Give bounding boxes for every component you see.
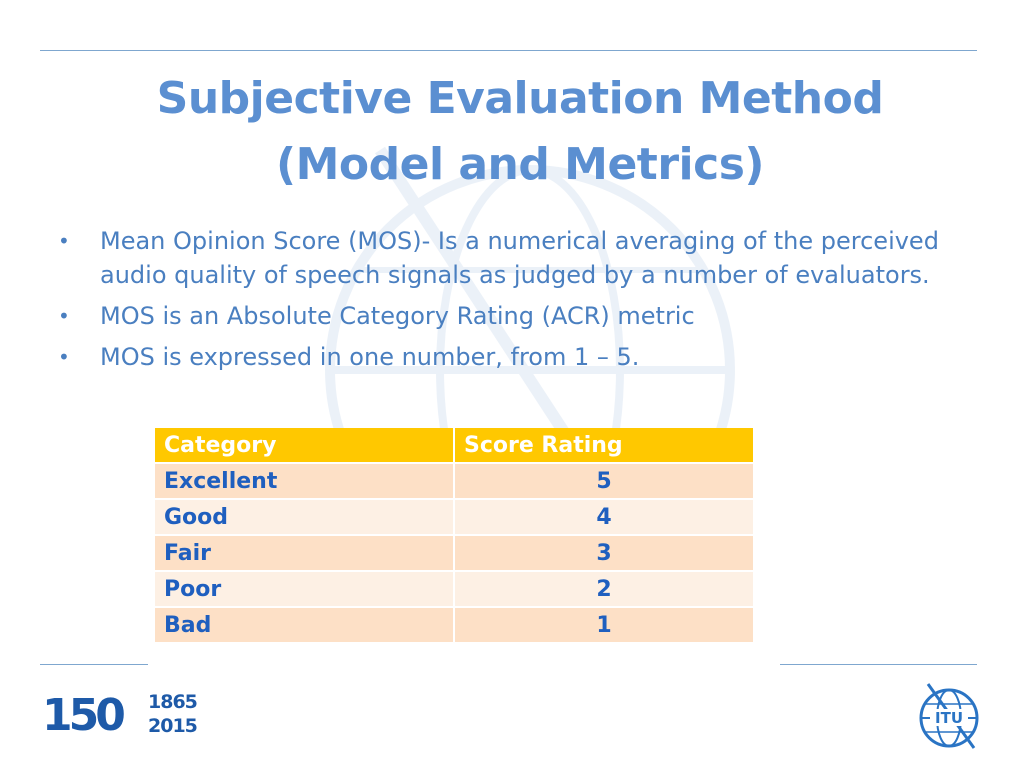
title-line-2: (Model and Metrics) — [275, 139, 765, 190]
itu-150-anniversary-logo: 150 1865 2015 — [42, 688, 202, 744]
score-cell: 4 — [454, 498, 753, 535]
anniversary-year-start: 1865 — [148, 691, 198, 713]
slide-title: Subjective Evaluation Method (Model and … — [120, 66, 920, 198]
category-cell: Good — [155, 498, 455, 535]
bullet-text: Mean Opinion Score (MOS)- Is a numerical… — [100, 227, 939, 289]
bullet-list: • Mean Opinion Score (MOS)- Is a numeric… — [56, 224, 976, 381]
bullet-icon: • — [58, 345, 70, 369]
table-row: Poor 2 — [155, 570, 753, 607]
column-header-score-rating: Score Rating — [454, 428, 753, 463]
top-divider — [40, 50, 977, 51]
score-cell: 1 — [454, 606, 753, 642]
table-row: Fair 3 — [155, 534, 753, 571]
bullet-text: MOS is an Absolute Category Rating (ACR)… — [100, 302, 695, 330]
bullet-icon: • — [58, 304, 70, 328]
category-cell: Fair — [155, 534, 455, 571]
bottom-divider-left — [40, 664, 148, 665]
itu-logo-text: ITU — [935, 709, 963, 727]
score-cell: 3 — [454, 534, 753, 571]
score-cell: 5 — [454, 462, 753, 499]
bullet-item: • Mean Opinion Score (MOS)- Is a numeric… — [56, 224, 976, 292]
category-cell: Bad — [155, 606, 455, 642]
bottom-divider-right — [780, 664, 977, 665]
mos-rating-table: Category Score Rating Excellent 5 Good 4… — [155, 428, 753, 642]
title-line-1: Subjective Evaluation Method — [156, 73, 884, 124]
anniversary-year-end: 2015 — [148, 715, 198, 737]
table-row: Excellent 5 — [155, 462, 753, 499]
category-cell: Poor — [155, 570, 455, 607]
anniversary-digits: 150 — [42, 690, 126, 741]
bullet-text: MOS is expressed in one number, from 1 –… — [100, 343, 640, 371]
category-cell: Excellent — [155, 462, 455, 499]
anniversary-years: 1865 2015 — [148, 690, 198, 738]
bullet-icon: • — [58, 229, 70, 253]
column-header-category: Category — [155, 428, 455, 463]
table-row: Good 4 — [155, 498, 753, 535]
table-row: Bad 1 — [155, 606, 753, 642]
table-header-row: Category Score Rating — [155, 428, 753, 463]
bullet-item: • MOS is an Absolute Category Rating (AC… — [56, 299, 976, 333]
score-cell: 2 — [454, 570, 753, 607]
itu-logo-icon: ITU — [919, 683, 979, 749]
bullet-item: • MOS is expressed in one number, from 1… — [56, 340, 976, 374]
